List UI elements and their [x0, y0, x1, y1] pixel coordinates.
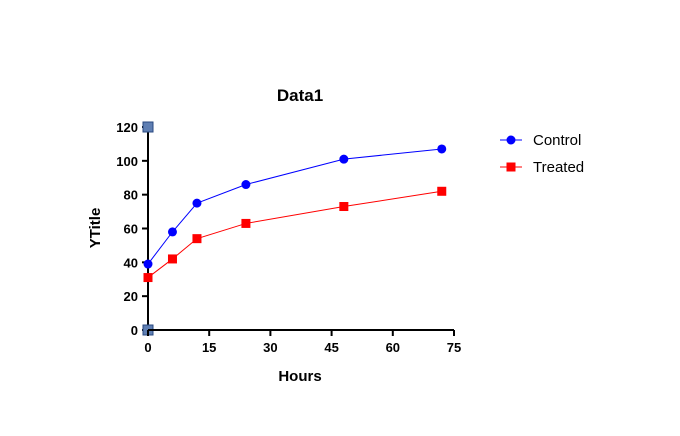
series-control [143, 144, 447, 269]
chart-title: Data1 [277, 86, 323, 105]
y-axis: 0 20 40 60 80 100 120 [116, 120, 154, 338]
series-treated [143, 186, 447, 283]
data-point [437, 186, 447, 196]
data-point [192, 234, 202, 244]
legend-marker [506, 135, 516, 145]
data-point [167, 254, 177, 264]
y-tick-label: 80 [124, 188, 138, 203]
legend-label: Treated [533, 159, 584, 176]
data-point [437, 144, 447, 154]
x-tick-label: 15 [202, 340, 216, 355]
y-tick-label: 60 [124, 222, 138, 237]
data-point [241, 218, 251, 228]
legend: Control Treated [500, 132, 584, 176]
legend-label: Control [533, 132, 581, 149]
x-tick-label: 45 [324, 340, 338, 355]
series-line [147, 148, 442, 265]
y-tick-label: 40 [124, 255, 138, 270]
series-line [147, 190, 442, 278]
data-point [167, 227, 177, 237]
axis-handle [142, 121, 154, 133]
data-point [339, 154, 349, 164]
x-tick-label: 60 [386, 340, 400, 355]
data-point [143, 259, 153, 269]
data-point [192, 198, 202, 208]
y-tick-label: 120 [116, 120, 138, 135]
data-point [143, 273, 153, 283]
x-axis-label: Hours [278, 368, 321, 385]
y-axis-label: YTitle [87, 208, 104, 249]
legend-item: Treated [500, 159, 584, 176]
series-layer [143, 144, 447, 283]
data-point [241, 180, 251, 190]
y-tick-label: 0 [131, 323, 138, 338]
legend-marker [506, 162, 516, 172]
x-tick-label: 75 [447, 340, 461, 355]
y-tick-label: 100 [116, 154, 138, 169]
x-axis: 0 15 30 45 60 75 [144, 329, 461, 355]
x-tick-label: 0 [144, 340, 151, 355]
x-tick-label: 30 [263, 340, 277, 355]
y-tick-label: 20 [124, 289, 138, 304]
data-point [339, 202, 349, 212]
legend-item: Control [500, 132, 581, 149]
